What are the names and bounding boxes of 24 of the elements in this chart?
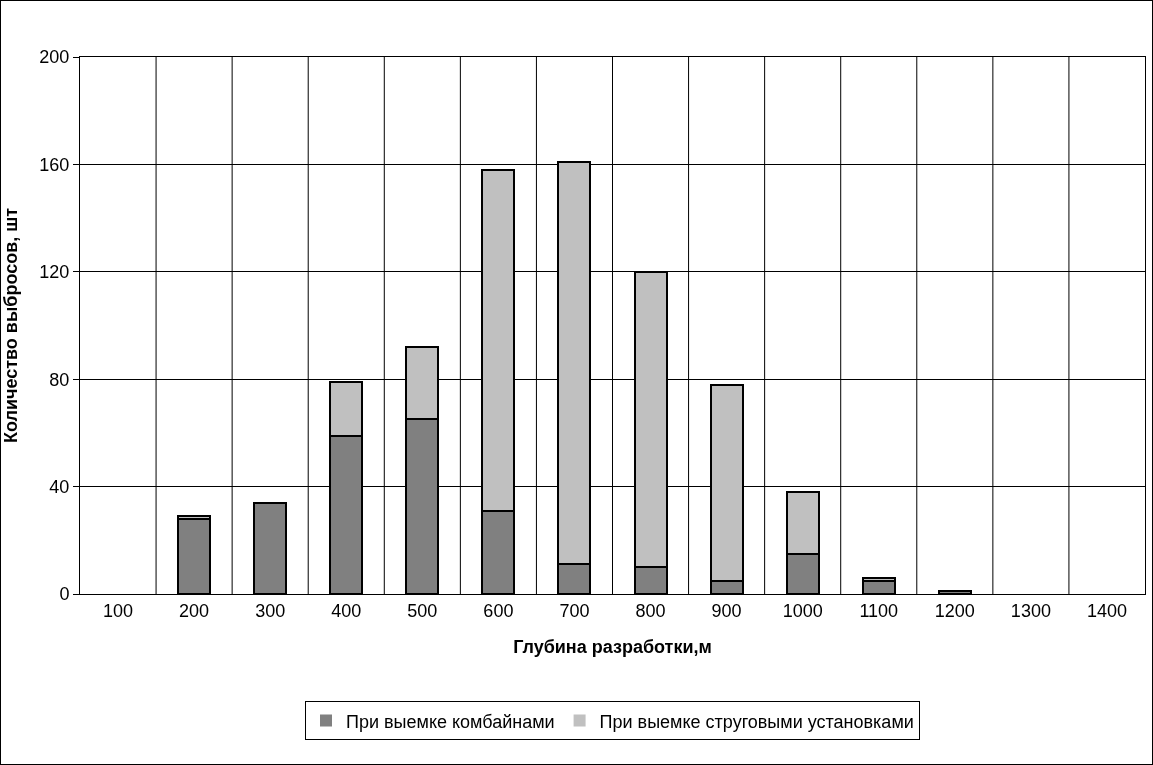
x-tick-label: 1400 <box>1086 600 1127 621</box>
y-tick-label: 40 <box>49 476 70 497</box>
x-tick-label: 700 <box>559 600 590 621</box>
x-tick-label: 900 <box>711 600 742 621</box>
x-tick-label: 1300 <box>1010 600 1051 621</box>
legend-label: При выемке комбайнами <box>346 711 555 732</box>
legend-label: При выемке струговыми установками <box>599 711 914 732</box>
x-tick-label: 1000 <box>782 600 823 621</box>
y-axis-title: Количество выбросов, шт <box>1 207 21 444</box>
x-tick-label: 600 <box>483 600 514 621</box>
x-tick-label: 1100 <box>859 600 899 621</box>
y-tick-label: 120 <box>39 262 70 283</box>
x-tick-label: 200 <box>179 600 210 621</box>
y-tick-label: 160 <box>39 154 70 175</box>
y-tick-label: 0 <box>59 584 70 605</box>
x-tick-label: 100 <box>103 600 134 621</box>
x-tick-label: 1200 <box>934 600 975 621</box>
x-axis-title: Глубина разработки,м <box>513 636 712 657</box>
x-tick-label: 300 <box>255 600 286 621</box>
y-tick-label: 200 <box>39 47 70 68</box>
x-tick-label: 800 <box>635 600 666 621</box>
x-tick-label: 500 <box>407 600 438 621</box>
x-tick-label: 400 <box>331 600 362 621</box>
y-tick-label: 80 <box>49 369 70 390</box>
